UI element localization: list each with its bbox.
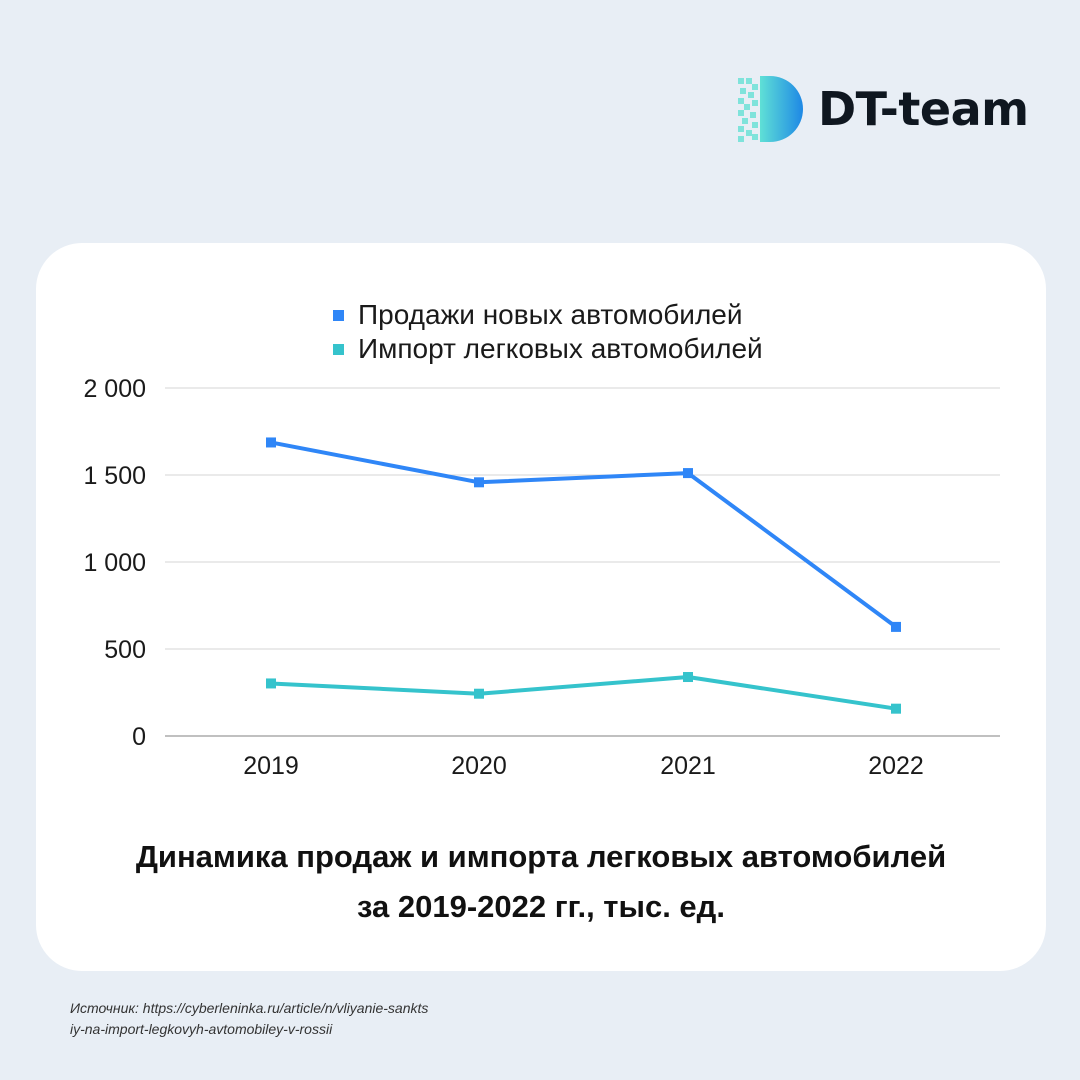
y-tick-label: 1 000	[83, 549, 146, 577]
legend-swatch-sales	[333, 309, 344, 321]
brand-logo: DT-team	[736, 76, 1029, 142]
x-tick-label: 2021	[660, 752, 716, 780]
source-line-1: Источник: https://cyberleninka.ru/articl…	[70, 1000, 429, 1016]
legend-swatch-import	[333, 343, 344, 355]
source-line-2: iy-na-import-legkovyh-avtomobiley-v-ross…	[70, 1021, 333, 1037]
dt-logo-icon	[738, 76, 803, 142]
data-point-sales	[474, 477, 484, 488]
chart-card	[36, 243, 1046, 971]
y-tick-label: 500	[104, 636, 146, 664]
chart-legend: Продажи новых автомобилей Импорт легковы…	[333, 298, 763, 366]
x-tick-label: 2022	[868, 752, 924, 780]
legend-item-sales: Продажи новых автомобилей	[333, 298, 763, 332]
y-tick-label: 2 000	[83, 375, 146, 403]
legend-item-import: Импорт легковых автомобилей	[333, 332, 763, 366]
data-point-import	[683, 672, 693, 683]
series-line-import	[269, 675, 898, 711]
y-tick-label: 1 500	[83, 462, 146, 490]
chart-title: Динамика продаж и импорта легковых автом…	[36, 832, 1046, 932]
y-tick-label: 0	[132, 723, 146, 751]
legend-label-sales: Продажи новых автомобилей	[358, 299, 743, 330]
data-point-import	[266, 678, 276, 689]
legend-label-import: Импорт легковых автомобилей	[358, 333, 763, 364]
data-point-sales	[891, 621, 901, 632]
chart-title-line-2: за 2019-2022 гг., тыс. ед.	[357, 889, 725, 924]
data-point-import	[891, 703, 901, 714]
chart-title-line-1: Динамика продаж и импорта легковых автом…	[135, 839, 947, 874]
brand-name: DT-team	[818, 82, 1029, 136]
data-point-sales	[266, 437, 276, 448]
series-line-sales	[269, 440, 898, 629]
data-point-import	[474, 688, 484, 699]
x-tick-label: 2020	[451, 752, 507, 780]
x-tick-label: 2019	[243, 752, 299, 780]
data-point-sales	[683, 468, 693, 479]
source-note: Источник: https://cyberleninka.ru/articl…	[70, 998, 530, 1040]
